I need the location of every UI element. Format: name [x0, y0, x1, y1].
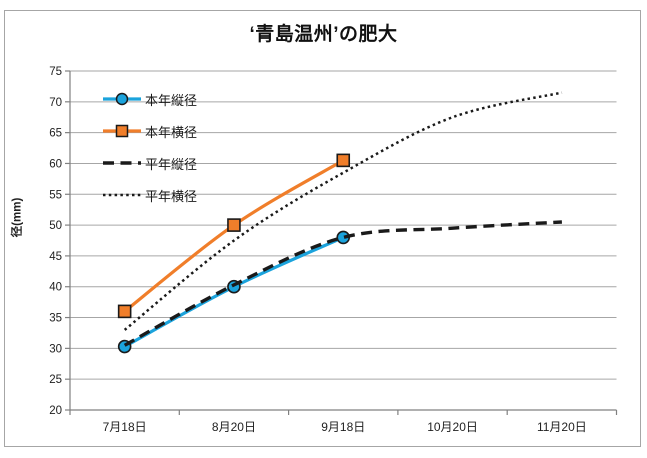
y-tick-label: 50	[49, 220, 62, 232]
series-line-3	[123, 91, 563, 331]
y-tick-label: 75	[49, 66, 62, 78]
solid-line-swatch-icon	[103, 92, 141, 106]
x-tick-label: 9月18日	[321, 420, 365, 434]
legend-item-label: 本年横径	[145, 124, 198, 140]
y-tick-label: 65	[49, 128, 62, 140]
x-tick-label: 10月20日	[427, 420, 478, 434]
y-tick-label: 55	[49, 189, 62, 201]
data-point-marker	[227, 218, 241, 232]
chart-border	[4, 10, 641, 447]
y-tick-label: 20	[49, 405, 62, 417]
series-line-2	[123, 220, 562, 347]
data-point-marker	[117, 304, 132, 319]
dotted-line-swatch-icon	[103, 193, 141, 197]
y-tick-label: 70	[49, 97, 62, 109]
x-tick-label: 11月20日	[537, 420, 587, 434]
y-tick-label: 40	[49, 282, 62, 294]
legend-item-label: 平年横径	[145, 188, 198, 204]
x-tick-label: 7月18日	[103, 420, 147, 434]
legend: 本年縦径本年横径平年縦径平年横径	[103, 83, 197, 211]
legend-item-2: 平年縦径	[103, 147, 197, 179]
solid-line-swatch-icon	[103, 124, 141, 138]
legend-item-0: 本年縦径	[103, 83, 197, 115]
legend-item-1: 本年横径	[103, 115, 197, 147]
chart-title: ‘青島温州’の肥大	[249, 24, 398, 45]
y-tick-label: 25	[49, 374, 62, 386]
y-tick-label: 60	[49, 158, 62, 170]
y-tick-label: 35	[49, 313, 62, 325]
legend-item-label: 本年縦径	[145, 92, 198, 108]
legend-item-3: 平年横径	[103, 179, 197, 211]
data-point-marker	[336, 153, 351, 168]
legend-item-label: 平年縦径	[145, 156, 198, 172]
dashed-line-swatch-icon	[103, 161, 141, 165]
y-tick-label: 30	[49, 343, 62, 355]
x-tick-label: 8月20日	[212, 420, 256, 434]
y-tick-label: 45	[49, 251, 62, 263]
